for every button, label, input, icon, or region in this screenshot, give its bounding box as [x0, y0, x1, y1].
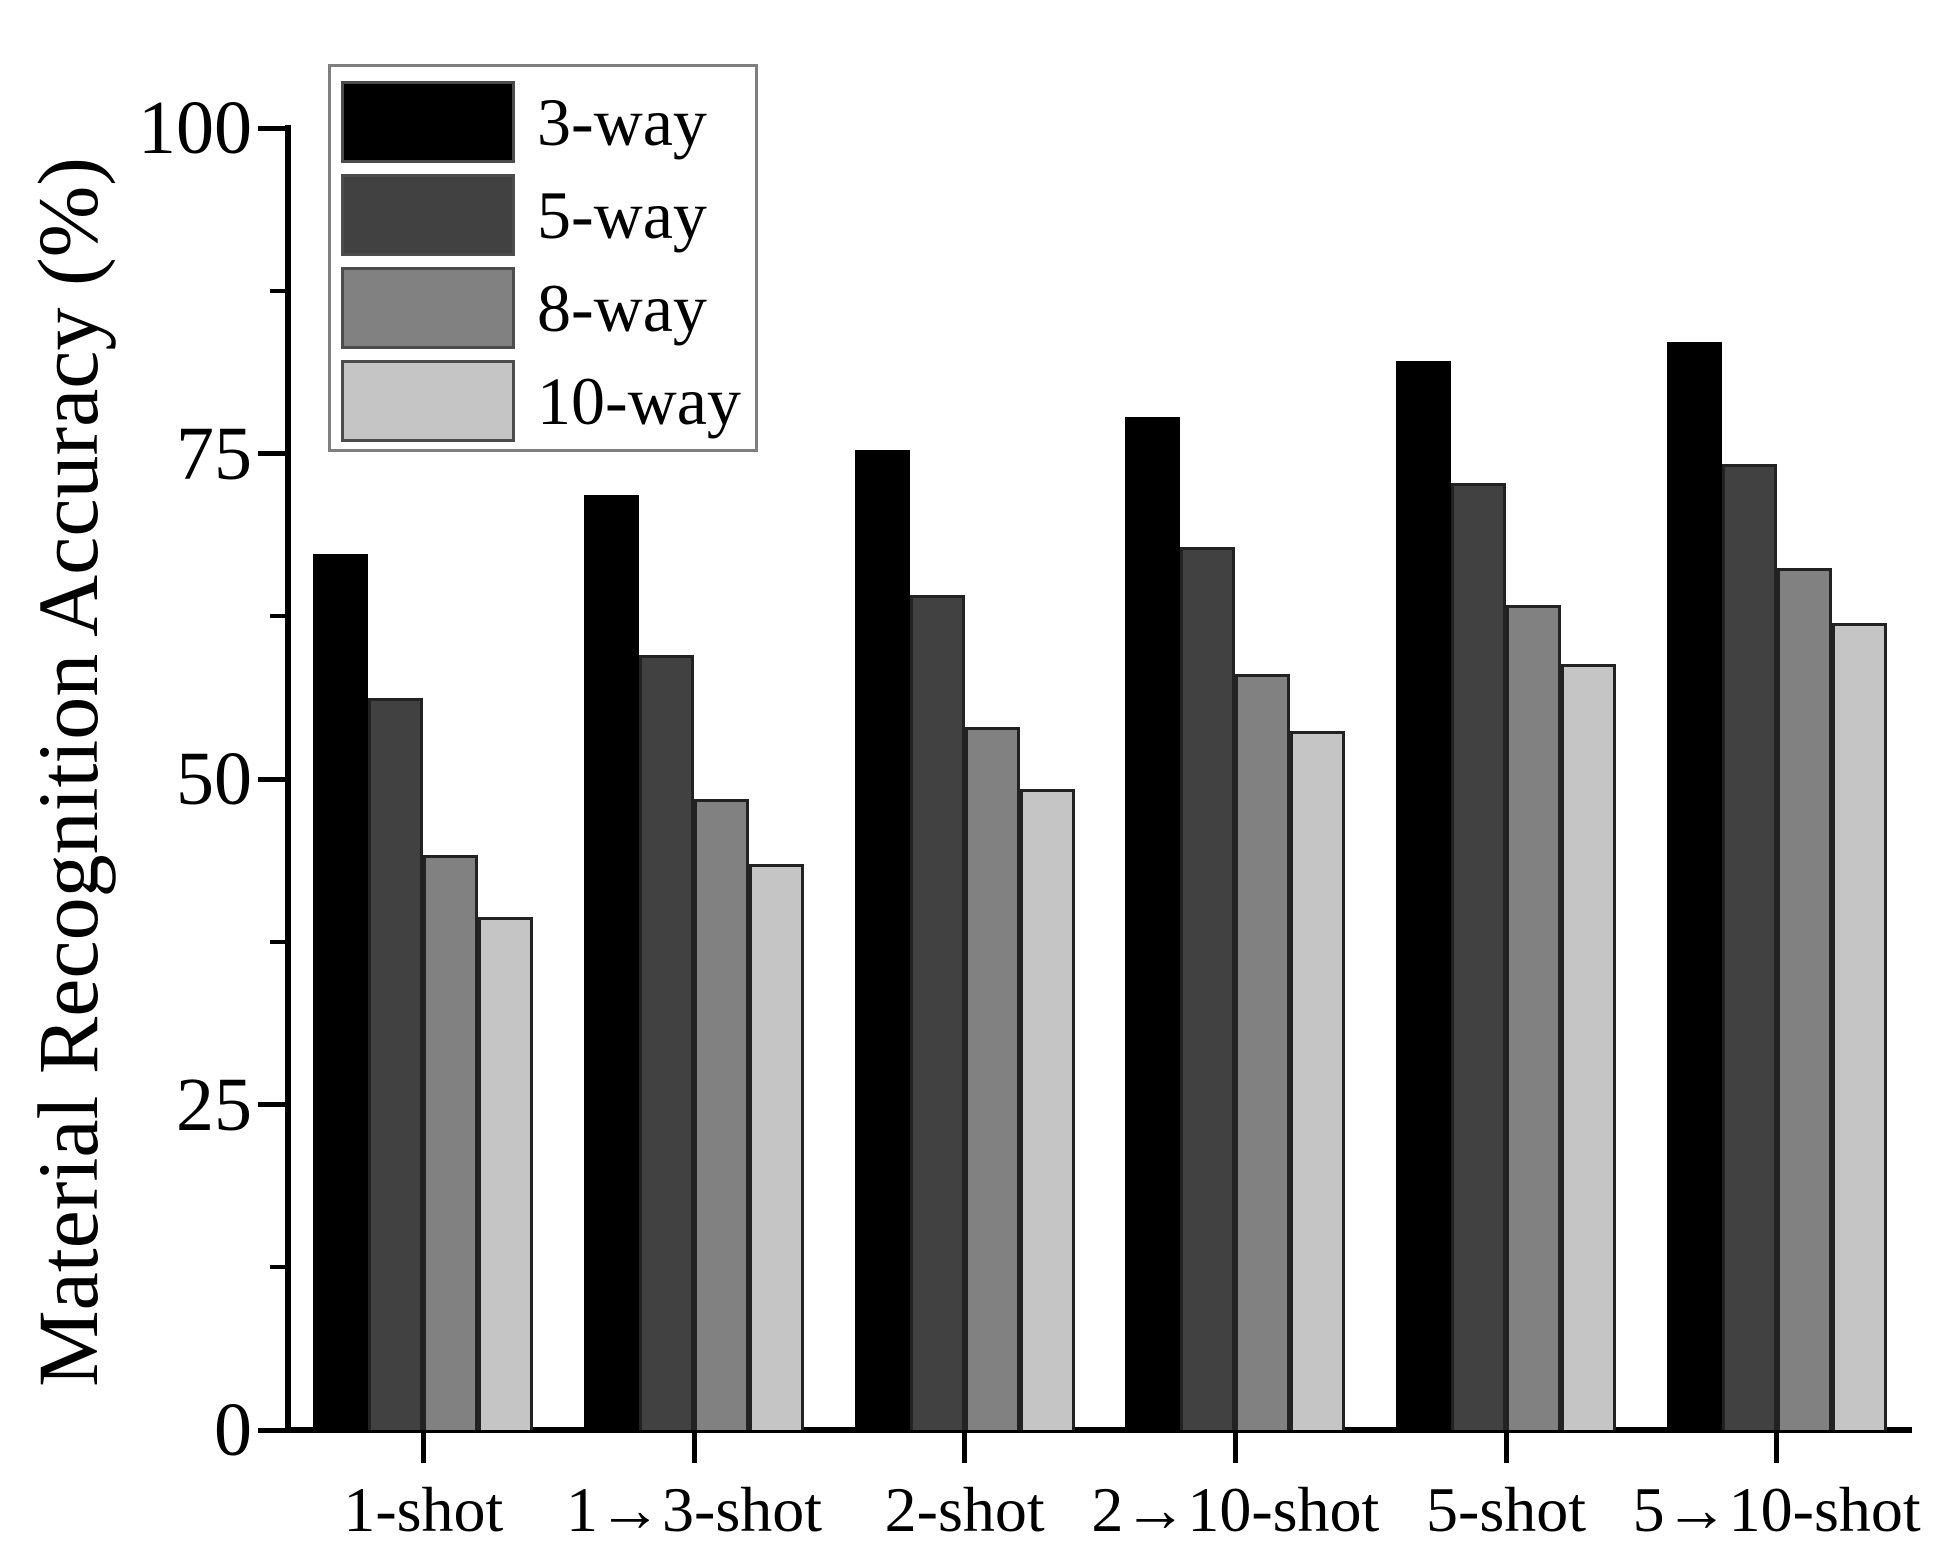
- legend-swatch-8way: [341, 267, 515, 349]
- bar-10-way-5-shot: [1561, 664, 1616, 1430]
- x-tick-label: 1→3-shot: [566, 1474, 822, 1545]
- bar-10-way-5→10-shot: [1831, 622, 1887, 1430]
- bar-5-way-1→3-shot: [639, 655, 694, 1430]
- bar-8-way-5-shot: [1506, 604, 1561, 1430]
- bar-10-way-1-shot: [478, 917, 534, 1430]
- legend-box: 3-way 5-way 8-way 10-way: [328, 64, 758, 452]
- y-axis-line: [285, 125, 291, 1433]
- legend-item: 5-way: [341, 174, 755, 256]
- legend-label: 5-way: [537, 177, 707, 253]
- bar-3-way-1-shot: [313, 553, 369, 1430]
- bar-10-way-2→10-shot: [1290, 730, 1346, 1430]
- y-tick-label: 0: [214, 1388, 252, 1472]
- bar-3-way-5→10-shot: [1666, 341, 1722, 1430]
- bar-8-way-2→10-shot: [1235, 673, 1291, 1430]
- bar-10-way-2-shot: [1019, 789, 1075, 1430]
- legend-label: 3-way: [537, 84, 707, 160]
- bar-10-way-1→3-shot: [749, 863, 804, 1430]
- legend-item: 8-way: [341, 267, 755, 349]
- bar-3-way-5-shot: [1396, 361, 1451, 1430]
- y-tick-label: 50: [176, 737, 252, 821]
- x-tick: [1774, 1433, 1780, 1463]
- bar-3-way-2-shot: [854, 449, 910, 1430]
- x-tick-label: 2-shot: [884, 1474, 1045, 1545]
- x-tick: [1232, 1433, 1238, 1463]
- x-tick-label: 5-shot: [1426, 1474, 1586, 1545]
- x-axis-line: [285, 1427, 1912, 1433]
- y-tick-major: [258, 1427, 285, 1433]
- x-tick: [420, 1433, 426, 1463]
- y-tick-label: 25: [176, 1062, 252, 1147]
- x-tick: [962, 1433, 968, 1463]
- y-tick-major: [258, 1102, 285, 1107]
- y-tick-major: [258, 125, 285, 131]
- y-tick-minor: [270, 939, 285, 944]
- x-tick: [691, 1433, 697, 1463]
- legend-label: 10-way: [537, 363, 741, 439]
- bar-8-way-2-shot: [964, 726, 1020, 1430]
- legend-item: 10-way: [341, 360, 755, 442]
- x-tick-label: 5→10-shot: [1632, 1474, 1921, 1545]
- y-tick-major: [258, 776, 285, 782]
- y-tick-major: [258, 451, 285, 456]
- bar-5-way-1-shot: [368, 698, 424, 1430]
- bar-3-way-1→3-shot: [584, 495, 639, 1430]
- legend-label: 8-way: [537, 270, 707, 346]
- bar-5-way-2→10-shot: [1180, 547, 1236, 1430]
- bar-8-way-5→10-shot: [1776, 568, 1832, 1430]
- y-tick-minor: [270, 1265, 285, 1270]
- bar-5-way-5-shot: [1451, 483, 1506, 1430]
- legend-swatch-3way: [341, 81, 515, 163]
- legend-item: 3-way: [341, 81, 755, 163]
- x-tick-label: 1-shot: [343, 1474, 504, 1545]
- y-tick-label: 100: [138, 86, 252, 170]
- legend-swatch-10way: [341, 360, 515, 442]
- x-tick-label: 2→10-shot: [1091, 1474, 1380, 1545]
- y-tick-minor: [270, 614, 285, 619]
- x-tick: [1503, 1433, 1509, 1463]
- bar-5-way-2-shot: [909, 595, 965, 1430]
- bar-3-way-2→10-shot: [1125, 417, 1181, 1430]
- y-tick-label: 75: [176, 411, 252, 496]
- bar-5-way-5→10-shot: [1721, 463, 1777, 1430]
- y-tick-minor: [270, 288, 285, 293]
- bar-8-way-1→3-shot: [694, 798, 749, 1430]
- legend-swatch-5way: [341, 174, 515, 256]
- bar-8-way-1-shot: [423, 854, 479, 1430]
